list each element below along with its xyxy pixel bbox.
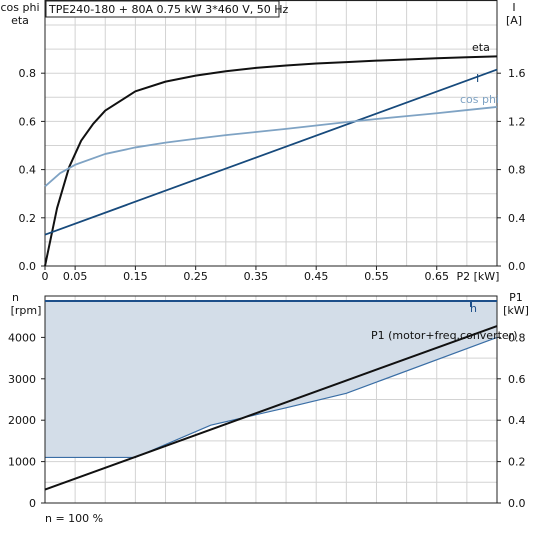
series-line-eta <box>44 55 498 267</box>
operating-range-area <box>45 300 497 458</box>
top-left-tick-label: 0.0 <box>19 260 37 273</box>
bottom-right-tick-label: 0.8 <box>508 331 526 344</box>
top-x-tick-label: 0.65 <box>424 270 449 283</box>
top-right-axis-label: I <box>512 1 515 14</box>
bottom-left-tick-label: 0 <box>29 497 36 510</box>
series-line-cos_phi <box>44 106 498 188</box>
top-left-tick-label: 0.2 <box>19 212 37 225</box>
series-label-n: n <box>470 302 477 315</box>
top-left-axis-label: eta <box>11 14 29 27</box>
top-left-tick-label: 0.4 <box>19 164 37 177</box>
bottom-plot-frame <box>44 295 498 504</box>
bottom-right-tick-label: 0.2 <box>508 456 526 469</box>
top-right-tick-label: 0.4 <box>508 212 526 225</box>
title-box <box>45 0 280 18</box>
bottom-left-tick-label: 3000 <box>8 373 36 386</box>
top-left-tick-label: 0.8 <box>19 67 37 80</box>
bottom-right-tick-label: 0.6 <box>508 373 526 386</box>
bottom-left-tick-label: 4000 <box>8 331 36 344</box>
top-left-axis-label: cos phi <box>0 1 39 14</box>
bottom-right-axis-label: P1 <box>509 291 523 304</box>
series-label-eta: eta <box>472 41 490 54</box>
speed-footnote: n = 100 % <box>45 512 103 525</box>
top-x-tick-label: 0.35 <box>244 270 269 283</box>
bottom-left-tick-label: 2000 <box>8 414 36 427</box>
top-x-tick-label: 0.25 <box>183 270 208 283</box>
top-right-tick-label: 0.0 <box>508 260 526 273</box>
top-right-tick-label: 0.8 <box>508 164 526 177</box>
top-x-tick-label: 0.45 <box>304 270 329 283</box>
bottom-left-tick-label: 1000 <box>8 456 36 469</box>
series-label-P1: P1 (motor+freq.converter) <box>371 329 518 342</box>
top-x-tick-label: 0.15 <box>123 270 148 283</box>
top-right-axis-label: [A] <box>506 14 522 27</box>
top-right-tick-label: 1.6 <box>508 67 526 80</box>
series-label-I: I <box>476 72 479 85</box>
series-label-cos-phi: cos phi <box>460 93 499 106</box>
top-x-tick-label: 0.05 <box>63 270 88 283</box>
top-left-tick-label: 0.6 <box>19 115 37 128</box>
bottom-left-axis-label: n <box>12 291 19 304</box>
bottom-right-tick-label: 0.0 <box>508 497 526 510</box>
top-x-axis-label: P2 [kW] <box>457 270 500 283</box>
series-line-P1 <box>44 325 498 491</box>
series-line-I <box>44 68 498 236</box>
top-x-tick-label: 0.55 <box>364 270 389 283</box>
bottom-right-tick-label: 0.4 <box>508 414 526 427</box>
top-x-tick-label: 0 <box>42 270 49 283</box>
bottom-left-axis-label: [rpm] <box>11 304 42 317</box>
title-text: TPE240-180 + 80A 0.75 kW 3*460 V, 50 Hz <box>48 3 288 16</box>
top-right-tick-label: 1.2 <box>508 115 526 128</box>
top-plot-frame <box>44 0 498 267</box>
bottom-right-axis-label: [kW] <box>503 304 529 317</box>
